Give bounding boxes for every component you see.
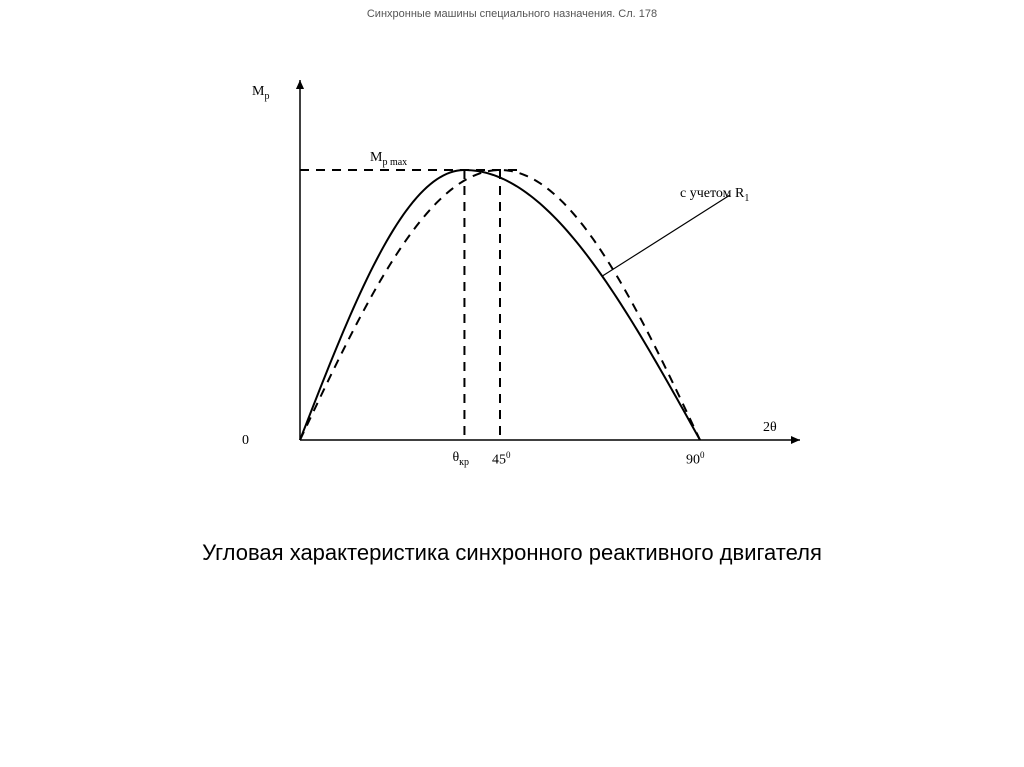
peak-label: Mр max — [370, 150, 407, 168]
x-tick-theta-kr: θкр — [452, 450, 469, 468]
x-tick-45: 450 — [492, 450, 511, 469]
chart-svg — [260, 60, 820, 480]
caption: Угловая характеристика синхронного реакт… — [0, 540, 1024, 566]
chart-container: 0 Mр Mр max 2θ θкр 450 900 с учетом R1 — [260, 60, 820, 480]
y-axis-label-text: Mр — [252, 84, 269, 99]
leader-label: с учетом R1 — [680, 186, 749, 204]
origin-label: 0 — [242, 433, 249, 449]
x-axis-label: 2θ — [763, 420, 777, 436]
y-axis-label: Mр — [252, 84, 269, 102]
x-tick-90: 900 — [686, 450, 705, 469]
page-header: Синхронные машины специального назначени… — [0, 8, 1024, 20]
